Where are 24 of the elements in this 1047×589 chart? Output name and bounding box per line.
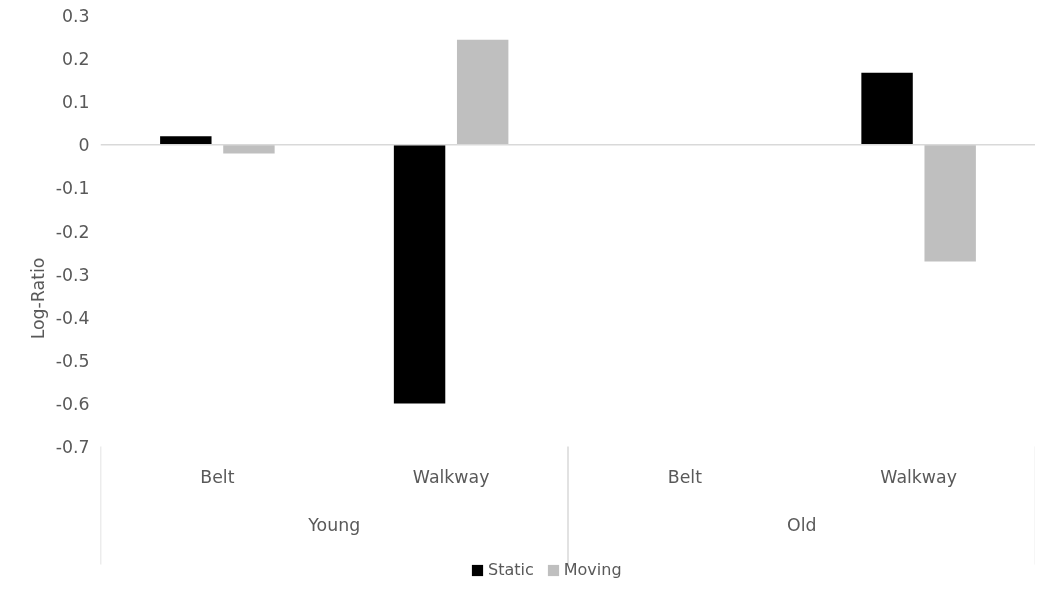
y-tick-label: -0.3: [55, 264, 90, 285]
bar: [924, 144, 976, 262]
text: Old: [787, 514, 817, 535]
y-tick-label: 0.2: [61, 49, 90, 70]
y-tick-label: -0.5: [55, 350, 90, 371]
bar: [456, 39, 509, 145]
y-tick-label: -0.6: [55, 393, 90, 414]
y-axis-title: Log-Ratio: [27, 257, 48, 340]
x-tick-label: Walkway: [412, 466, 490, 487]
y-tick-label: 0: [78, 135, 90, 156]
legend-label: Static: [488, 560, 534, 579]
bar: [861, 72, 913, 145]
legend-label: Moving: [563, 560, 622, 579]
y-tick-label: 0.1: [61, 92, 90, 113]
bar: [393, 144, 446, 404]
y-tick-label: -0.1: [55, 178, 90, 199]
x-tick-label: Belt: [200, 466, 235, 487]
y-tick-label: 0.3: [61, 6, 90, 26]
y-tick-label: -0.4: [55, 307, 90, 328]
y-tick-label: -0.2: [55, 221, 90, 242]
y-tick-label: -0.7: [55, 437, 90, 457]
text: Young: [307, 514, 361, 535]
x-tick-label: Belt: [667, 466, 703, 487]
x-tick-label: Walkway: [880, 466, 957, 487]
